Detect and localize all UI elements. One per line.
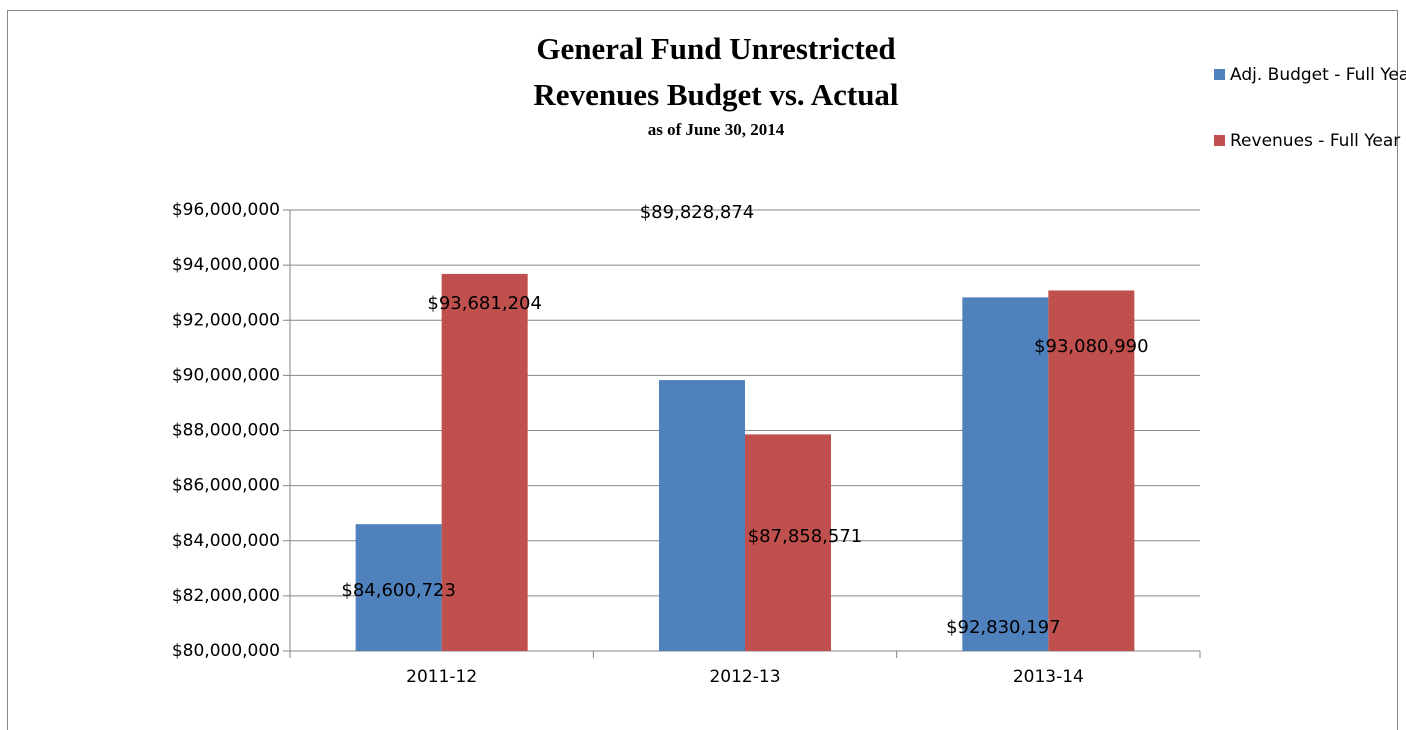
value-label: $93,681,204 [427,293,542,314]
legend-label: Revenues - Full Year [1230,131,1400,151]
chart-title: Revenues Budget vs. Actual [533,77,899,112]
y-tick-label: $92,000,000 [172,310,280,330]
bar [1048,290,1135,651]
y-tick-label: $84,000,000 [172,531,280,551]
y-tick-label: $94,000,000 [172,255,280,275]
value-label: $87,858,571 [748,526,863,547]
bar [355,524,442,651]
y-tick-label: $88,000,000 [172,421,280,441]
bar [659,380,745,651]
x-tick-label: 2011-12 [406,667,477,687]
y-tick-label: $80,000,000 [172,641,280,661]
x-tick-label: 2013-14 [1013,667,1084,687]
legend-swatch [1214,69,1225,80]
value-label: $93,080,990 [1034,336,1149,357]
value-label: $84,600,723 [341,580,456,601]
bar [745,434,831,651]
y-tick-label: $82,000,000 [172,586,280,606]
chart-subtitle: as of June 30, 2014 [648,120,785,139]
x-tick-label: 2012-13 [709,667,780,687]
y-tick-label: $86,000,000 [172,476,280,496]
legend-swatch [1214,135,1225,146]
bar [441,273,528,651]
bar [962,297,1049,651]
value-label: $89,828,874 [640,202,755,223]
chart-title: General Fund Unrestricted [536,31,895,66]
value-label: $92,830,197 [946,617,1061,638]
legend-label: Adj. Budget - Full Year [1230,65,1406,85]
y-tick-label: $96,000,000 [172,200,280,220]
y-tick-label: $90,000,000 [172,365,280,385]
